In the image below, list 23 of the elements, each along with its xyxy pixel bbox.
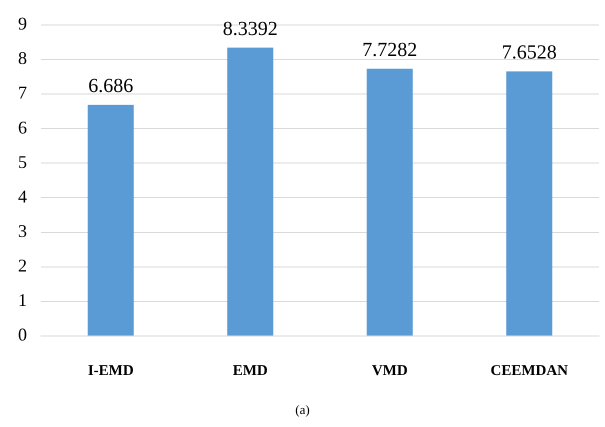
y-tick-label: 3 — [18, 221, 27, 241]
bar — [88, 104, 134, 336]
x-tick-label: CEEMDAN — [490, 362, 568, 379]
bar — [506, 71, 552, 336]
y-tick-label: 9 — [18, 14, 27, 34]
x-tick-label: VMD — [372, 362, 408, 379]
y-tick-label: 4 — [18, 186, 27, 206]
y-tick-label: 0 — [18, 324, 27, 345]
bar — [366, 68, 413, 336]
y-tick-label: 5 — [18, 152, 27, 172]
data-label: 6.686 — [88, 75, 134, 98]
data-label: 7.6528 — [502, 42, 557, 64]
data-label: 7.7282 — [362, 39, 418, 62]
y-tick-label: 2 — [18, 256, 27, 276]
x-tick-label: I-EMD — [88, 362, 134, 379]
y-tick-label: 1 — [18, 290, 27, 310]
x-tick-label: EMD — [232, 362, 268, 379]
y-tick-label: 6 — [18, 117, 27, 138]
y-tick-label: 7 — [18, 82, 27, 103]
bar — [227, 48, 274, 336]
data-label: 8.3392 — [222, 18, 278, 40]
y-tick-label: 8 — [18, 48, 27, 68]
text: (a) — [294, 402, 311, 418]
